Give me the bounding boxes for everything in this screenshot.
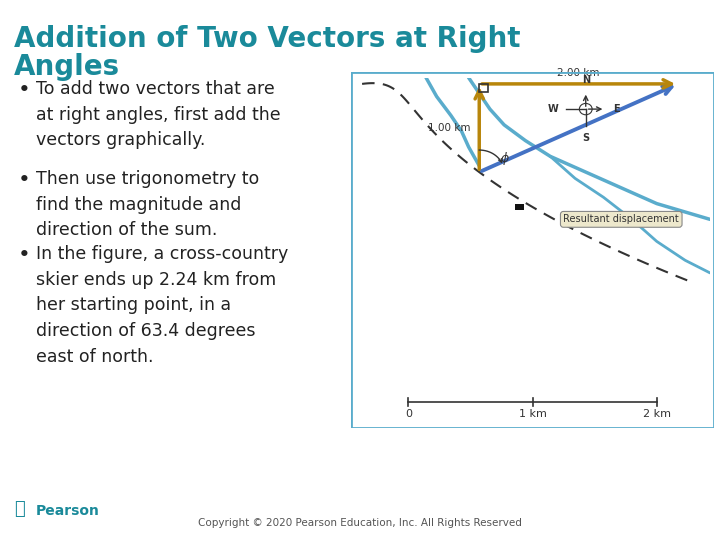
Text: Pearson: Pearson — [36, 504, 100, 518]
Text: To add two vectors that are
at right angles, first add the
vectors graphically.: To add two vectors that are at right ang… — [36, 80, 281, 150]
Text: In the figure, a cross-country
skier ends up 2.24 km from
her starting point, in: In the figure, a cross-country skier end… — [36, 245, 288, 366]
Text: •: • — [18, 245, 31, 265]
Text: Angles: Angles — [14, 53, 120, 81]
Text: 0: 0 — [405, 408, 412, 418]
Text: •: • — [18, 80, 31, 100]
Text: E: E — [613, 104, 620, 114]
Text: Then use trigonometry to
find the magnitude and
direction of the sum.: Then use trigonometry to find the magnit… — [36, 170, 259, 239]
Bar — [480, 84, 488, 92]
Text: S: S — [582, 133, 589, 143]
Text: 2 km: 2 km — [643, 408, 671, 418]
Text: Resultant displacement: Resultant displacement — [563, 214, 679, 224]
Text: 2.00 km: 2.00 km — [557, 68, 600, 78]
Text: 1.00 km: 1.00 km — [428, 123, 470, 133]
Text: $\phi$: $\phi$ — [500, 151, 510, 167]
Text: •: • — [18, 170, 31, 190]
Text: W: W — [548, 104, 559, 114]
Text: Ⓟ: Ⓟ — [14, 500, 24, 518]
Text: Copyright © 2020 Pearson Education, Inc. All Rights Reserved: Copyright © 2020 Pearson Education, Inc.… — [198, 518, 522, 528]
Text: Addition of Two Vectors at Right: Addition of Two Vectors at Right — [14, 25, 521, 53]
Bar — [515, 204, 523, 210]
Text: N: N — [582, 75, 590, 85]
Text: 1 km: 1 km — [518, 408, 546, 418]
